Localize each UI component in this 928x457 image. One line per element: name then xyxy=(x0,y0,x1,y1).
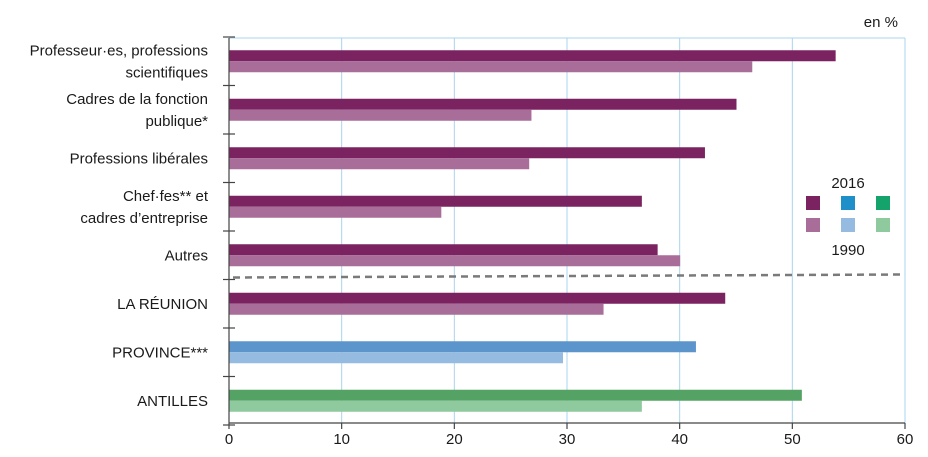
category-label-1-0: Cadres de la fonction xyxy=(66,91,208,108)
bar-2016-6 xyxy=(229,341,696,353)
bar-2016-1 xyxy=(229,98,737,110)
category-label-0-0: Professeur·es, professions xyxy=(30,42,208,59)
bar-1990-1 xyxy=(229,109,532,121)
bar-1990-2 xyxy=(229,158,530,170)
category-label-1-1: publique* xyxy=(145,113,208,130)
x-tick-label-30: 30 xyxy=(559,431,576,448)
legend-swatch-1990-2 xyxy=(876,218,890,232)
bar-2016-5 xyxy=(229,292,726,304)
category-label-3-1: cadres d’entreprise xyxy=(80,210,208,227)
x-tick-label-60: 60 xyxy=(897,431,914,448)
bar-2016-2 xyxy=(229,147,705,159)
category-label-7-0: ANTILLES xyxy=(137,393,208,410)
legend-swatch-1990-1 xyxy=(841,218,855,232)
gridlines xyxy=(229,37,906,423)
legend-label-1990: 1990 xyxy=(831,242,864,259)
x-tick-label-50: 50 xyxy=(784,431,801,448)
legend: 2016 1990 xyxy=(806,175,890,259)
bar-2016-7 xyxy=(229,389,802,401)
bar-1990-3 xyxy=(229,206,442,218)
legend-swatch-2016-0 xyxy=(806,196,820,210)
legend-label-2016: 2016 xyxy=(831,175,864,192)
legend-swatch-2016-2 xyxy=(876,196,890,210)
category-label-0-1: scientifiques xyxy=(125,64,208,81)
category-labels: Professeur·es, professions scientifiques C… xyxy=(30,42,209,410)
bar-2016-3 xyxy=(229,195,642,207)
x-tick-label-10: 10 xyxy=(333,431,350,448)
category-label-6-0: PROVINCE*** xyxy=(112,344,208,361)
bars xyxy=(229,50,836,412)
category-label-3-0: Chef·fes** et xyxy=(123,188,209,205)
x-tick-label-40: 40 xyxy=(671,431,688,448)
bar-2016-4 xyxy=(229,244,658,256)
bar-1990-7 xyxy=(229,400,642,412)
unit-label: en % xyxy=(864,14,898,31)
category-label-5-0: LA RÉUNION xyxy=(117,296,208,313)
x-tick-label-0: 0 xyxy=(225,431,233,448)
category-label-4-0: Autres xyxy=(165,247,208,264)
region-separator xyxy=(232,273,906,279)
bar-1990-5 xyxy=(229,303,604,315)
category-label-2-0: Professions libérales xyxy=(70,150,208,167)
axes: 0 10 20 30 40 50 60 xyxy=(223,36,914,448)
bar-1990-6 xyxy=(229,352,563,364)
bar-1990-0 xyxy=(229,61,753,73)
legend-swatch-2016-1 xyxy=(841,196,855,210)
bar-1990-4 xyxy=(229,255,681,267)
legend-swatch-1990-0 xyxy=(806,218,820,232)
x-tick-label-20: 20 xyxy=(446,431,463,448)
bar-2016-0 xyxy=(229,50,836,62)
